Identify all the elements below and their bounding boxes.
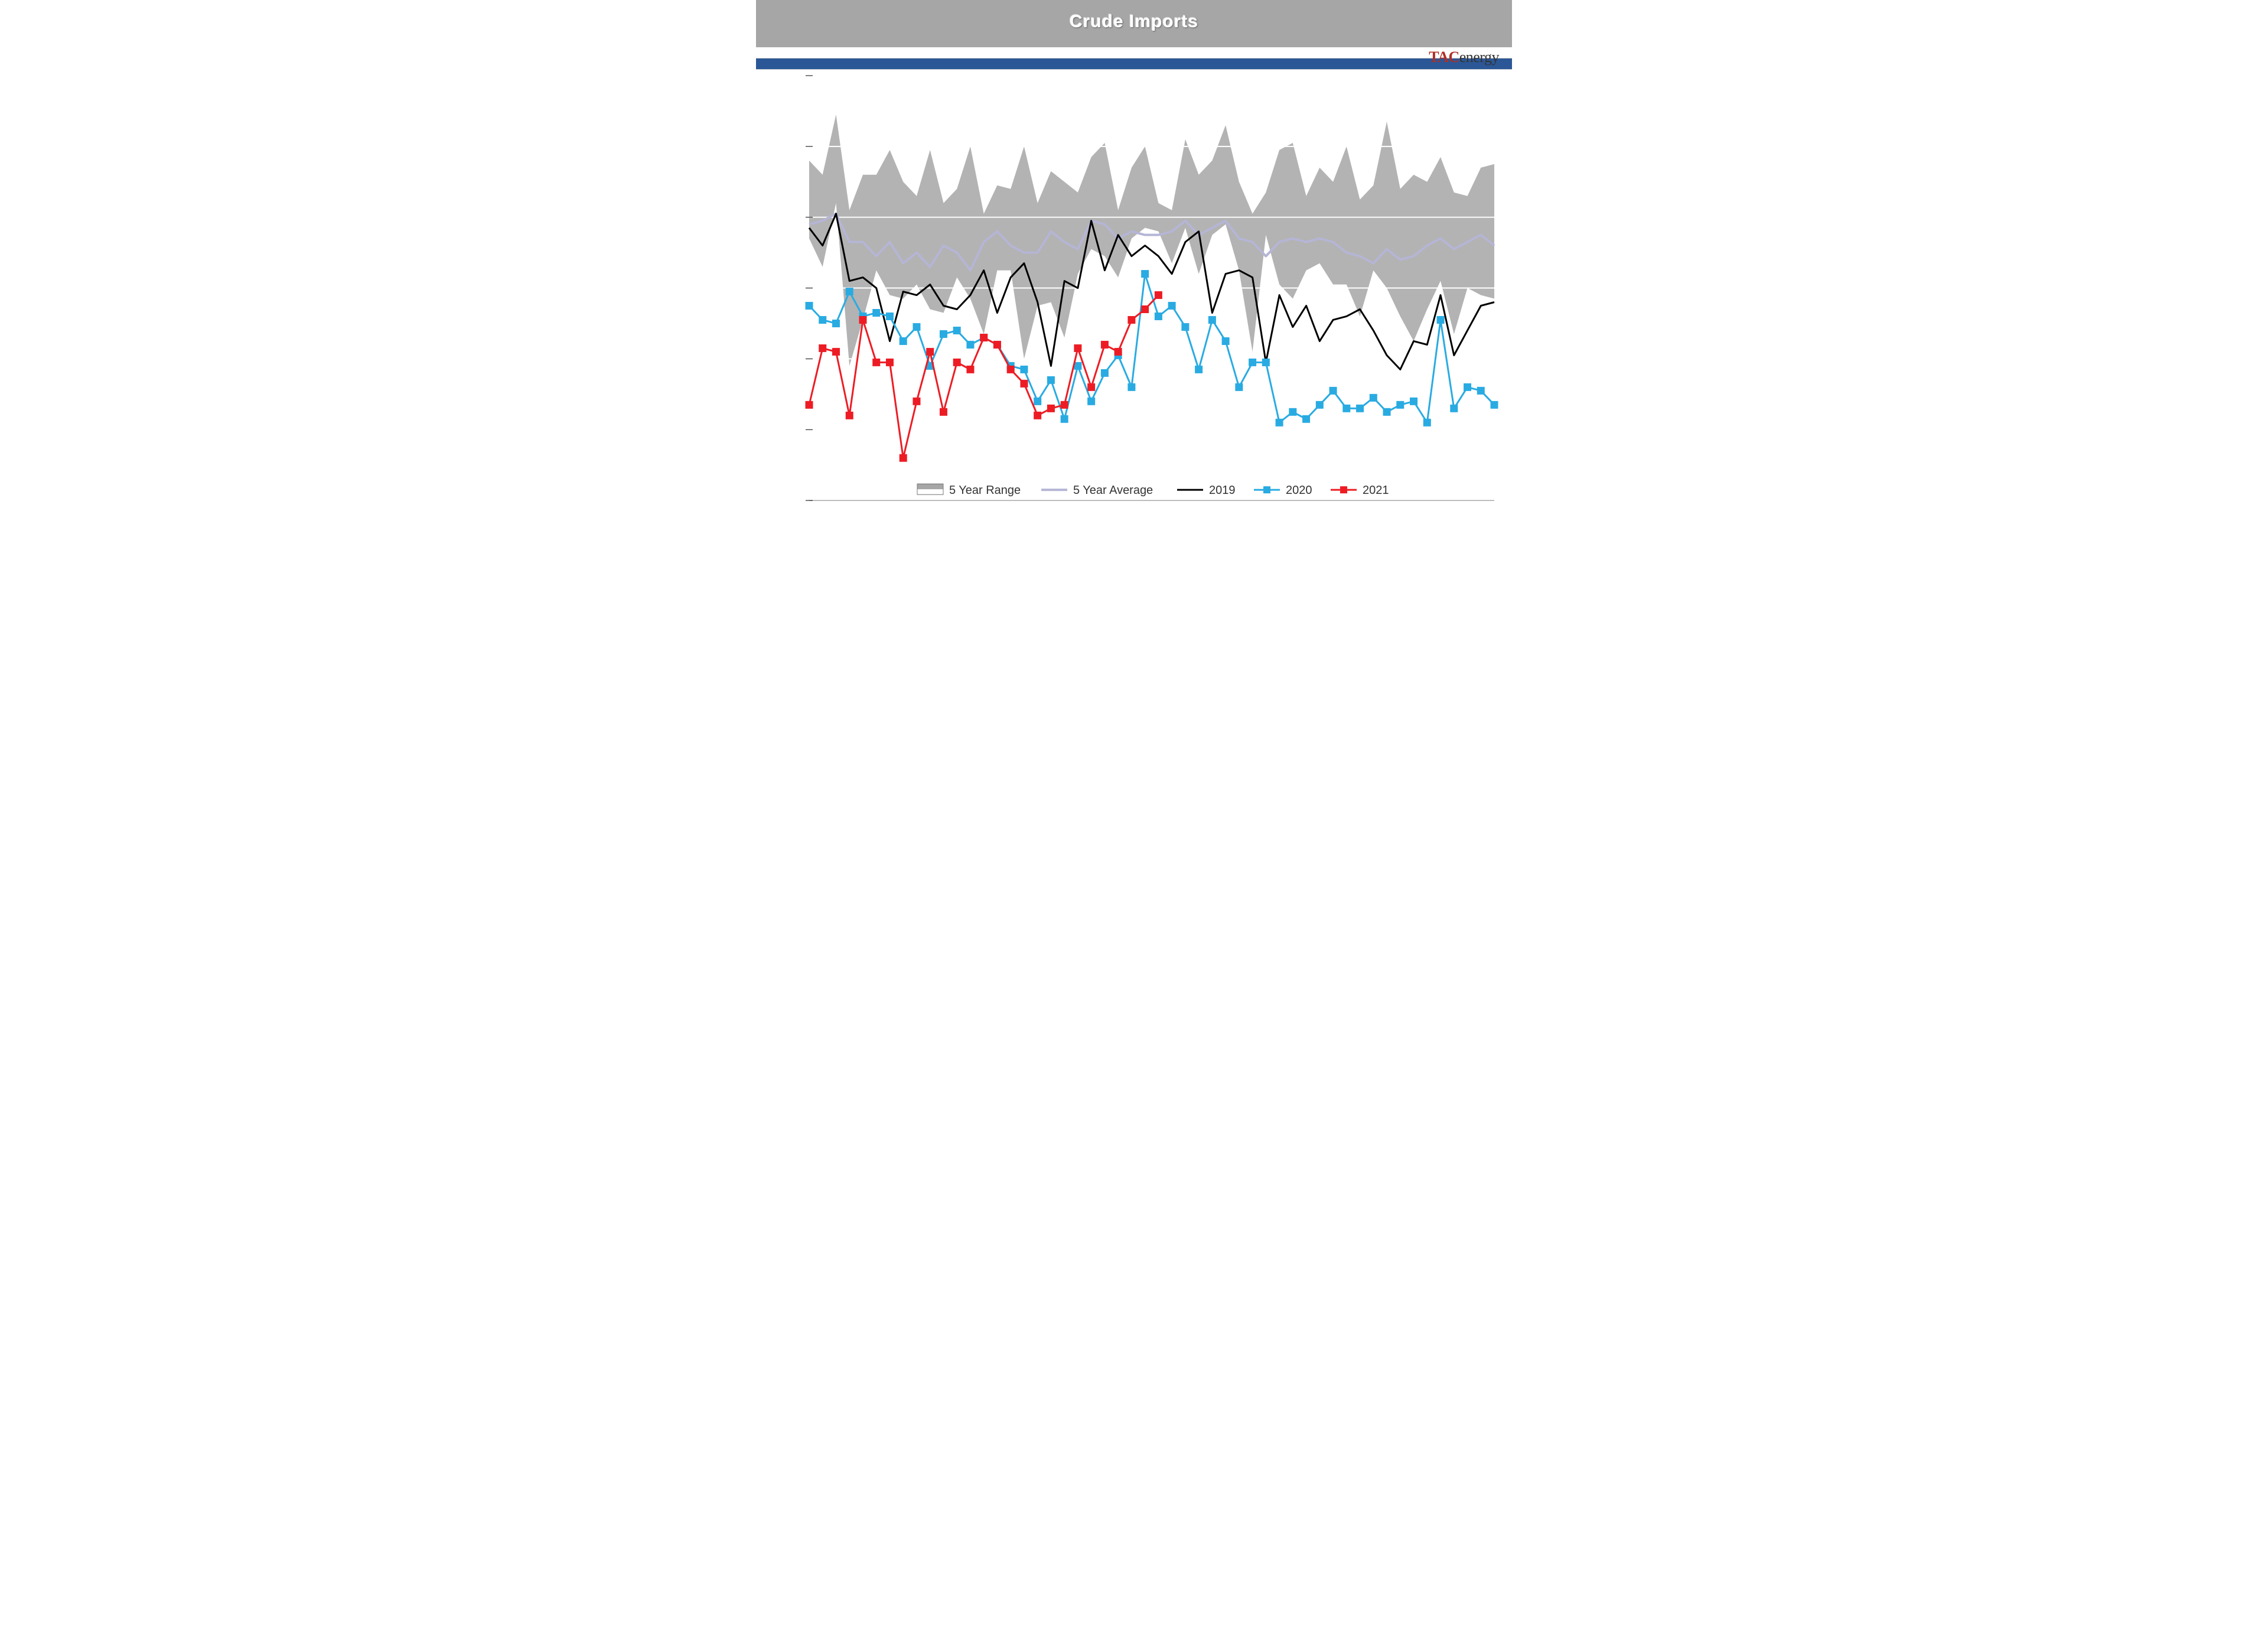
legend-label: 2020 xyxy=(1286,484,1312,497)
chart-title: Crude Imports xyxy=(756,12,1512,32)
chart-area: 5 Year Range 5 Year Average 2019 2020 2021 xyxy=(762,70,1506,542)
chart-frame: Crude Imports TACenergy 5 Year Range5 Ye… xyxy=(756,0,1512,548)
chart-svg: 5 Year Range 5 Year Average 2019 2020 2021 xyxy=(762,70,1506,542)
accent-bar xyxy=(756,58,1512,70)
legend-label: 5 Year Range xyxy=(949,484,1021,497)
brand-logo: TACenergy xyxy=(1429,48,1499,66)
logo-suffix: energy xyxy=(1459,48,1499,66)
logo-prefix: TAC xyxy=(1429,48,1459,66)
legend-label: 2021 xyxy=(1363,484,1389,497)
legend-label: 5 Year Average xyxy=(1073,484,1153,497)
title-band: Crude Imports xyxy=(756,0,1512,47)
legend-label: 2019 xyxy=(1209,484,1235,497)
